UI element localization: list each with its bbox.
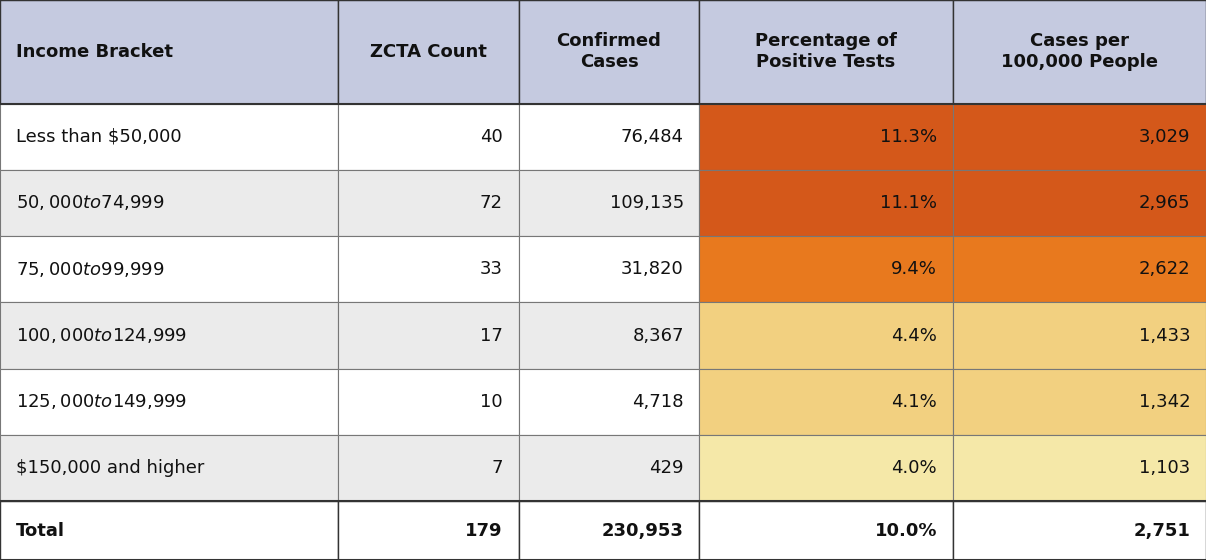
- Bar: [519, 368, 699, 435]
- Bar: [0, 501, 338, 560]
- Text: 10: 10: [480, 393, 503, 411]
- Text: 11.1%: 11.1%: [880, 194, 937, 212]
- Text: 4,718: 4,718: [632, 393, 684, 411]
- Bar: [699, 368, 953, 435]
- Bar: [0, 104, 338, 170]
- Bar: [699, 501, 953, 560]
- Text: 429: 429: [649, 459, 684, 477]
- Bar: [519, 302, 699, 368]
- Bar: [953, 302, 1206, 368]
- Bar: [0, 302, 338, 368]
- Bar: [699, 302, 953, 368]
- Text: 109,135: 109,135: [609, 194, 684, 212]
- Bar: [0, 435, 338, 501]
- Text: $150,000 and higher: $150,000 and higher: [16, 459, 204, 477]
- Text: 4.4%: 4.4%: [891, 326, 937, 344]
- Text: 179: 179: [466, 521, 503, 540]
- Text: 1,103: 1,103: [1140, 459, 1190, 477]
- Bar: [699, 104, 953, 170]
- Bar: [338, 435, 519, 501]
- Text: $75,000 to $99,999: $75,000 to $99,999: [16, 260, 164, 279]
- Bar: [519, 501, 699, 560]
- Text: 76,484: 76,484: [621, 128, 684, 146]
- Text: Percentage of
Positive Tests: Percentage of Positive Tests: [755, 32, 897, 71]
- Bar: [338, 0, 519, 104]
- Bar: [519, 170, 699, 236]
- Text: $125,000 to $149,999: $125,000 to $149,999: [16, 393, 187, 411]
- Text: 2,965: 2,965: [1138, 194, 1190, 212]
- Bar: [699, 0, 953, 104]
- Text: 2,622: 2,622: [1138, 260, 1190, 278]
- Text: ZCTA Count: ZCTA Count: [370, 43, 486, 61]
- Text: 8,367: 8,367: [632, 326, 684, 344]
- Bar: [519, 104, 699, 170]
- Bar: [338, 368, 519, 435]
- Text: 72: 72: [480, 194, 503, 212]
- Bar: [953, 501, 1206, 560]
- Bar: [953, 368, 1206, 435]
- Text: 31,820: 31,820: [621, 260, 684, 278]
- Bar: [519, 0, 699, 104]
- Text: 7: 7: [491, 459, 503, 477]
- Bar: [338, 170, 519, 236]
- Bar: [519, 435, 699, 501]
- Bar: [338, 501, 519, 560]
- Bar: [338, 302, 519, 368]
- Bar: [699, 435, 953, 501]
- Bar: [0, 0, 338, 104]
- Text: $50,000 to $74,999: $50,000 to $74,999: [16, 194, 164, 212]
- Text: 3,029: 3,029: [1138, 128, 1190, 146]
- Bar: [0, 170, 338, 236]
- Text: 33: 33: [480, 260, 503, 278]
- Bar: [0, 236, 338, 302]
- Bar: [699, 170, 953, 236]
- Bar: [519, 236, 699, 302]
- Bar: [338, 236, 519, 302]
- Bar: [338, 104, 519, 170]
- Bar: [953, 170, 1206, 236]
- Bar: [953, 435, 1206, 501]
- Text: 2,751: 2,751: [1134, 521, 1190, 540]
- Text: 40: 40: [480, 128, 503, 146]
- Text: 10.0%: 10.0%: [874, 521, 937, 540]
- Text: Cases per
100,000 People: Cases per 100,000 People: [1001, 32, 1158, 71]
- Text: Confirmed
Cases: Confirmed Cases: [557, 32, 661, 71]
- Text: 11.3%: 11.3%: [880, 128, 937, 146]
- Text: 17: 17: [480, 326, 503, 344]
- Text: 1,342: 1,342: [1138, 393, 1190, 411]
- Text: 4.1%: 4.1%: [891, 393, 937, 411]
- Text: Income Bracket: Income Bracket: [16, 43, 172, 61]
- Text: Total: Total: [16, 521, 65, 540]
- Bar: [953, 104, 1206, 170]
- Bar: [699, 236, 953, 302]
- Text: 230,953: 230,953: [602, 521, 684, 540]
- Text: 4.0%: 4.0%: [891, 459, 937, 477]
- Text: Less than $50,000: Less than $50,000: [16, 128, 181, 146]
- Bar: [953, 0, 1206, 104]
- Text: $100,000 to $124,999: $100,000 to $124,999: [16, 326, 187, 345]
- Text: 9.4%: 9.4%: [891, 260, 937, 278]
- Bar: [0, 368, 338, 435]
- Text: 1,433: 1,433: [1138, 326, 1190, 344]
- Bar: [953, 236, 1206, 302]
